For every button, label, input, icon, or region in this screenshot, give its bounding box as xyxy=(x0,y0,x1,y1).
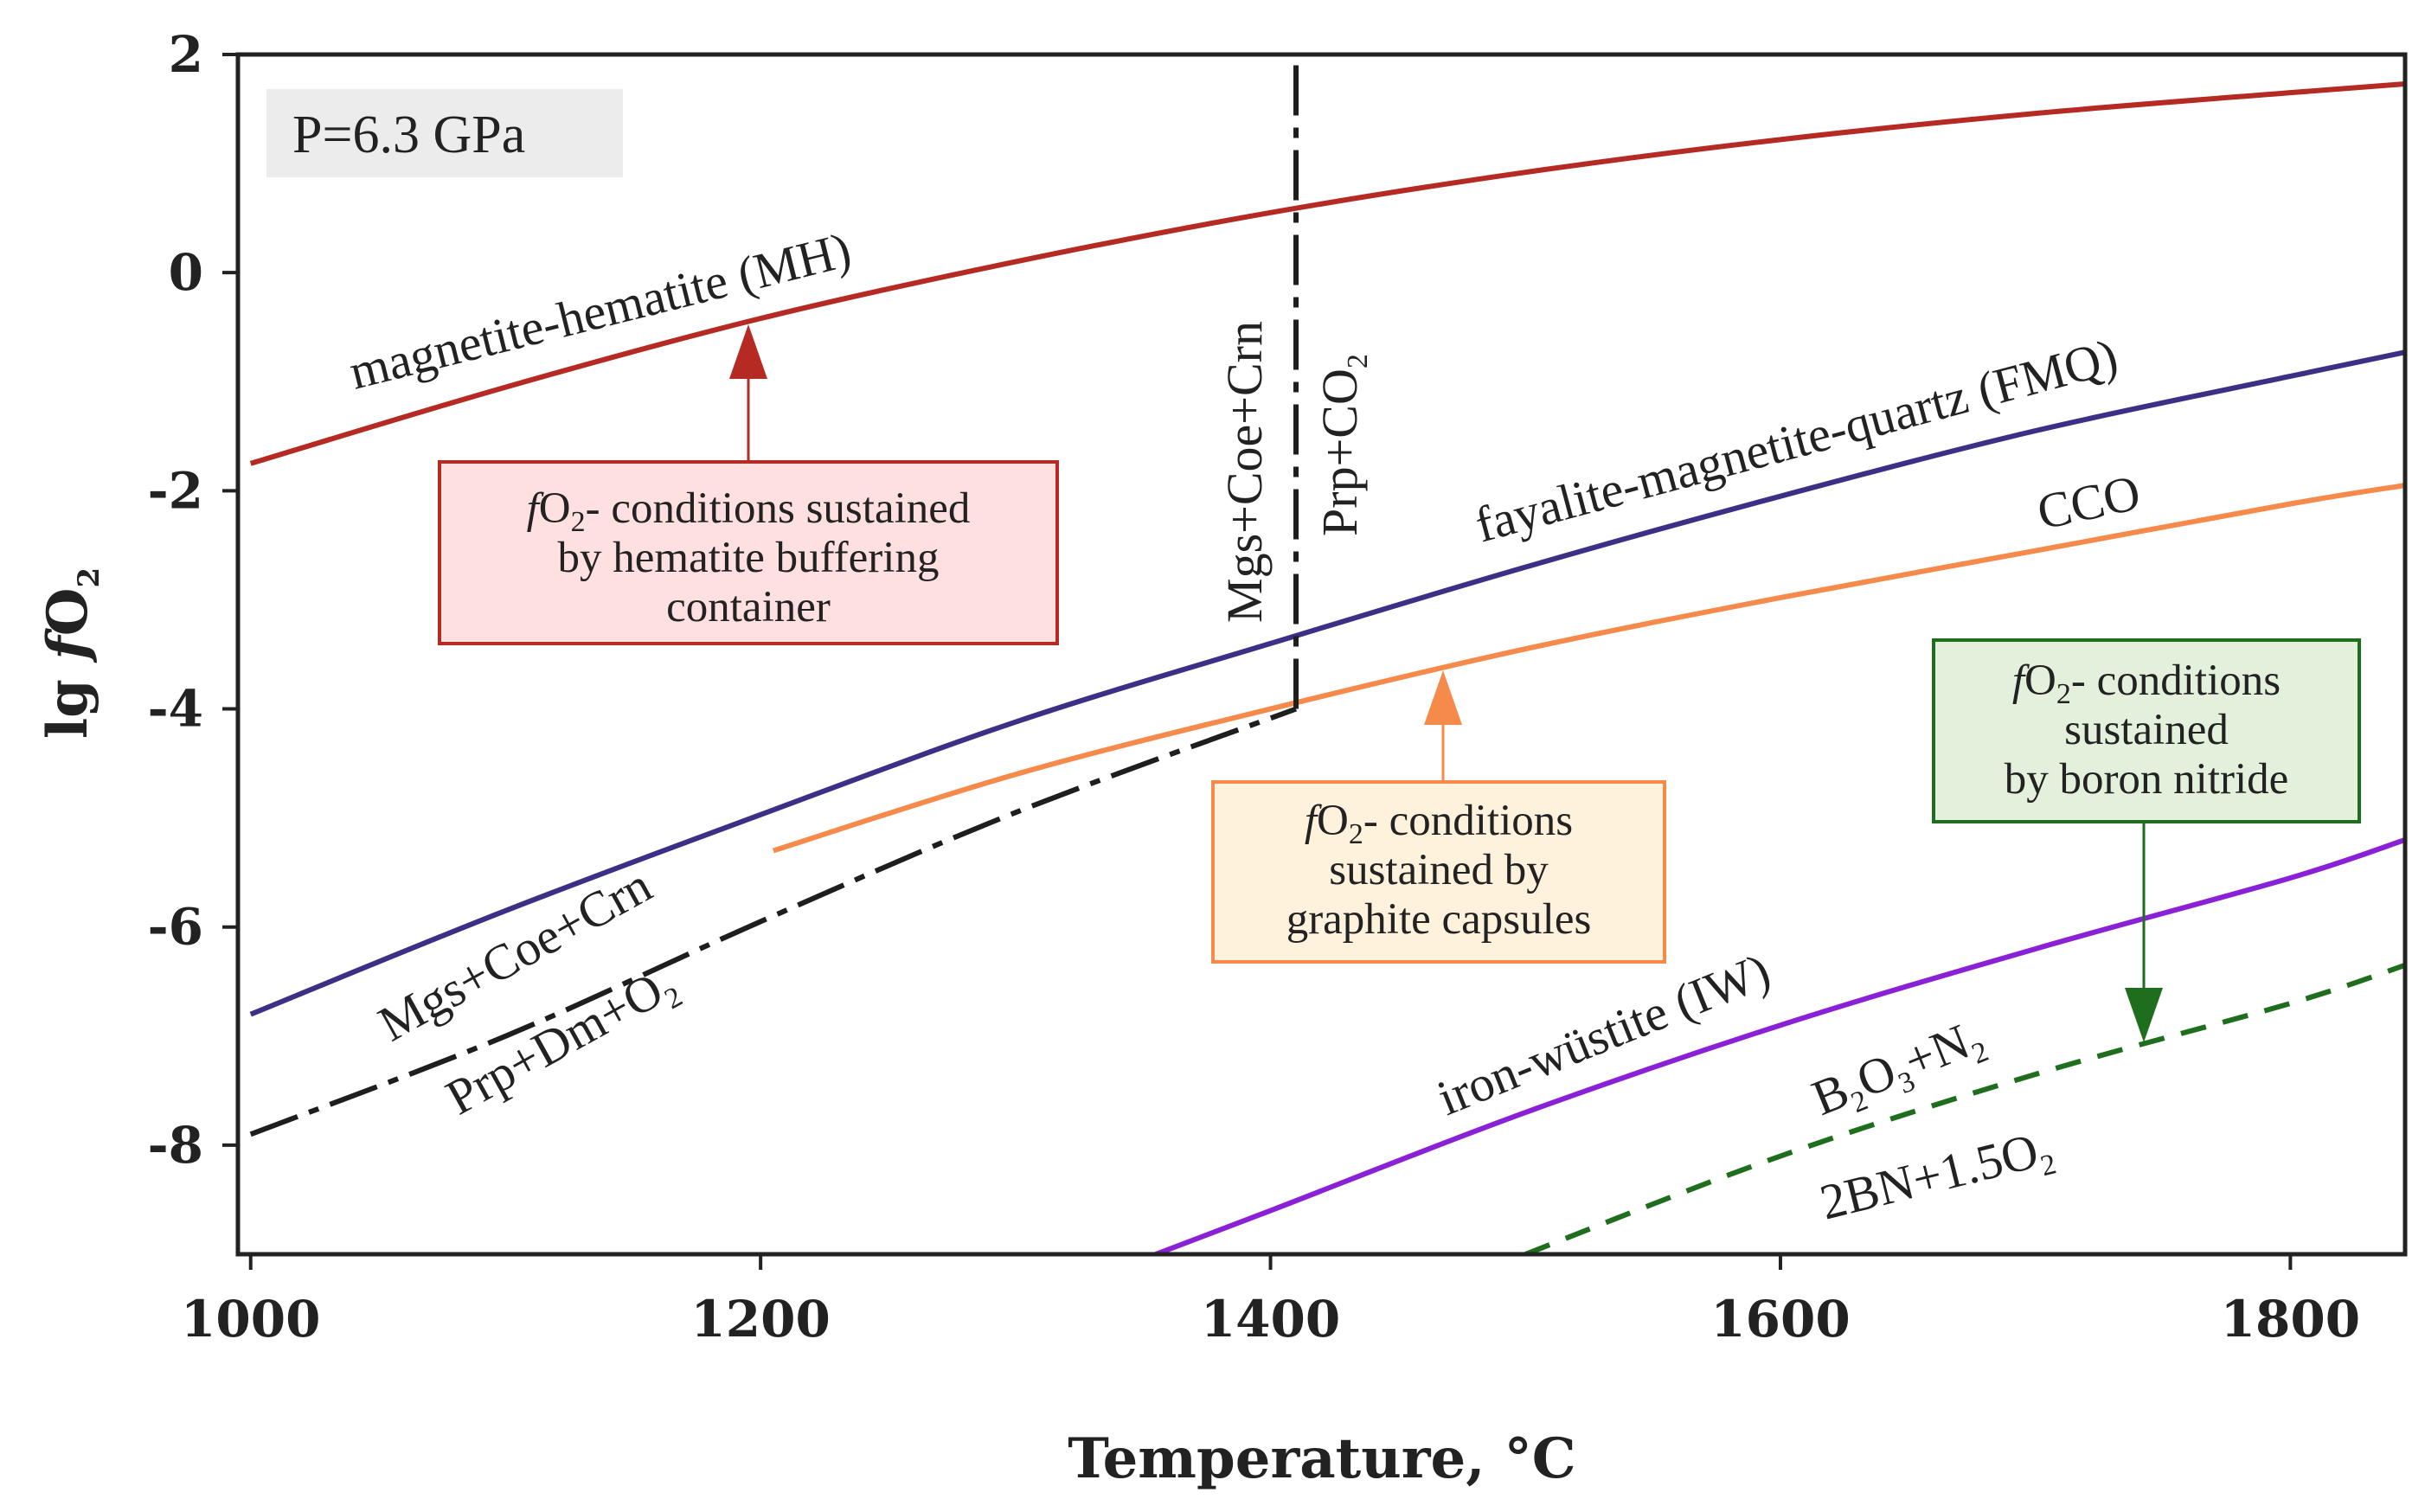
annotation-text-hematite-3: container xyxy=(666,583,831,631)
annotation-arrowhead-bn xyxy=(2125,988,2163,1042)
annotation-text-bn-2: sustained xyxy=(2064,706,2229,754)
annotation-arrowhead-graphite xyxy=(1424,670,1462,725)
curve-label-vertical-right: Prp+CO2 xyxy=(1312,354,1374,536)
y-axis-title: lg fO2 xyxy=(35,567,106,739)
series-line-iw xyxy=(1154,837,2405,1254)
series-line-fmq xyxy=(249,349,2405,1017)
y-tick-label--4: -4 xyxy=(148,680,203,739)
x-tick-label-1400: 1400 xyxy=(1201,1290,1340,1349)
annotation-text-hematite-1: fO2- conditions sustained xyxy=(527,484,971,538)
annotation-box-hematite xyxy=(438,460,1059,645)
annotation-box-bn xyxy=(1932,638,2361,823)
annotation-text-hematite-2: by hematite buffering xyxy=(558,534,940,582)
curve-label-vertical-left: Mgs+Coe+Crn xyxy=(1216,321,1273,623)
pressure-label: P=6.3 GPa xyxy=(292,106,525,164)
x-tick-label-1200: 1200 xyxy=(690,1290,830,1349)
x-tick-label-1600: 1600 xyxy=(1710,1290,1850,1349)
plot-frame xyxy=(235,52,2408,1257)
series-line-mh xyxy=(249,81,2405,466)
y-tick-label--6: -6 xyxy=(148,898,203,957)
x-axis-title: Temperature, °C xyxy=(1068,1426,1575,1491)
annotation-box-graphite xyxy=(1211,780,1666,964)
y-tick-label--8: -8 xyxy=(148,1116,203,1175)
annotation-text-graphite-2: sustained by xyxy=(1329,846,1549,894)
y-tick-label-0: 0 xyxy=(169,243,203,302)
series-group xyxy=(249,54,2405,1254)
x-tick-label-1000: 1000 xyxy=(181,1290,320,1349)
annotation-arrowhead-hematite xyxy=(729,324,767,379)
y-tick-label--2: -2 xyxy=(148,461,203,520)
annotation-text-bn-1: fO2- conditions xyxy=(2012,657,2281,710)
series-line-cco xyxy=(772,483,2405,854)
annotation-text-bn-3: by boron nitride xyxy=(2005,755,2289,804)
x-tick-label-1800: 1800 xyxy=(2221,1290,2360,1349)
annotation-text-graphite-3: graphite capsules xyxy=(1286,895,1592,944)
y-tick-label-2: 2 xyxy=(169,25,203,84)
y-axis: 2 0 -2 -4 -6 -8 xyxy=(148,25,238,1175)
pressure-label-box xyxy=(266,89,623,177)
series-line-reaction-prp-dm xyxy=(249,706,1298,1137)
x-axis: 1000 1200 1400 1600 1800 xyxy=(181,1254,2360,1349)
annotation-text-graphite-1: fO2- conditions xyxy=(1305,797,1573,850)
